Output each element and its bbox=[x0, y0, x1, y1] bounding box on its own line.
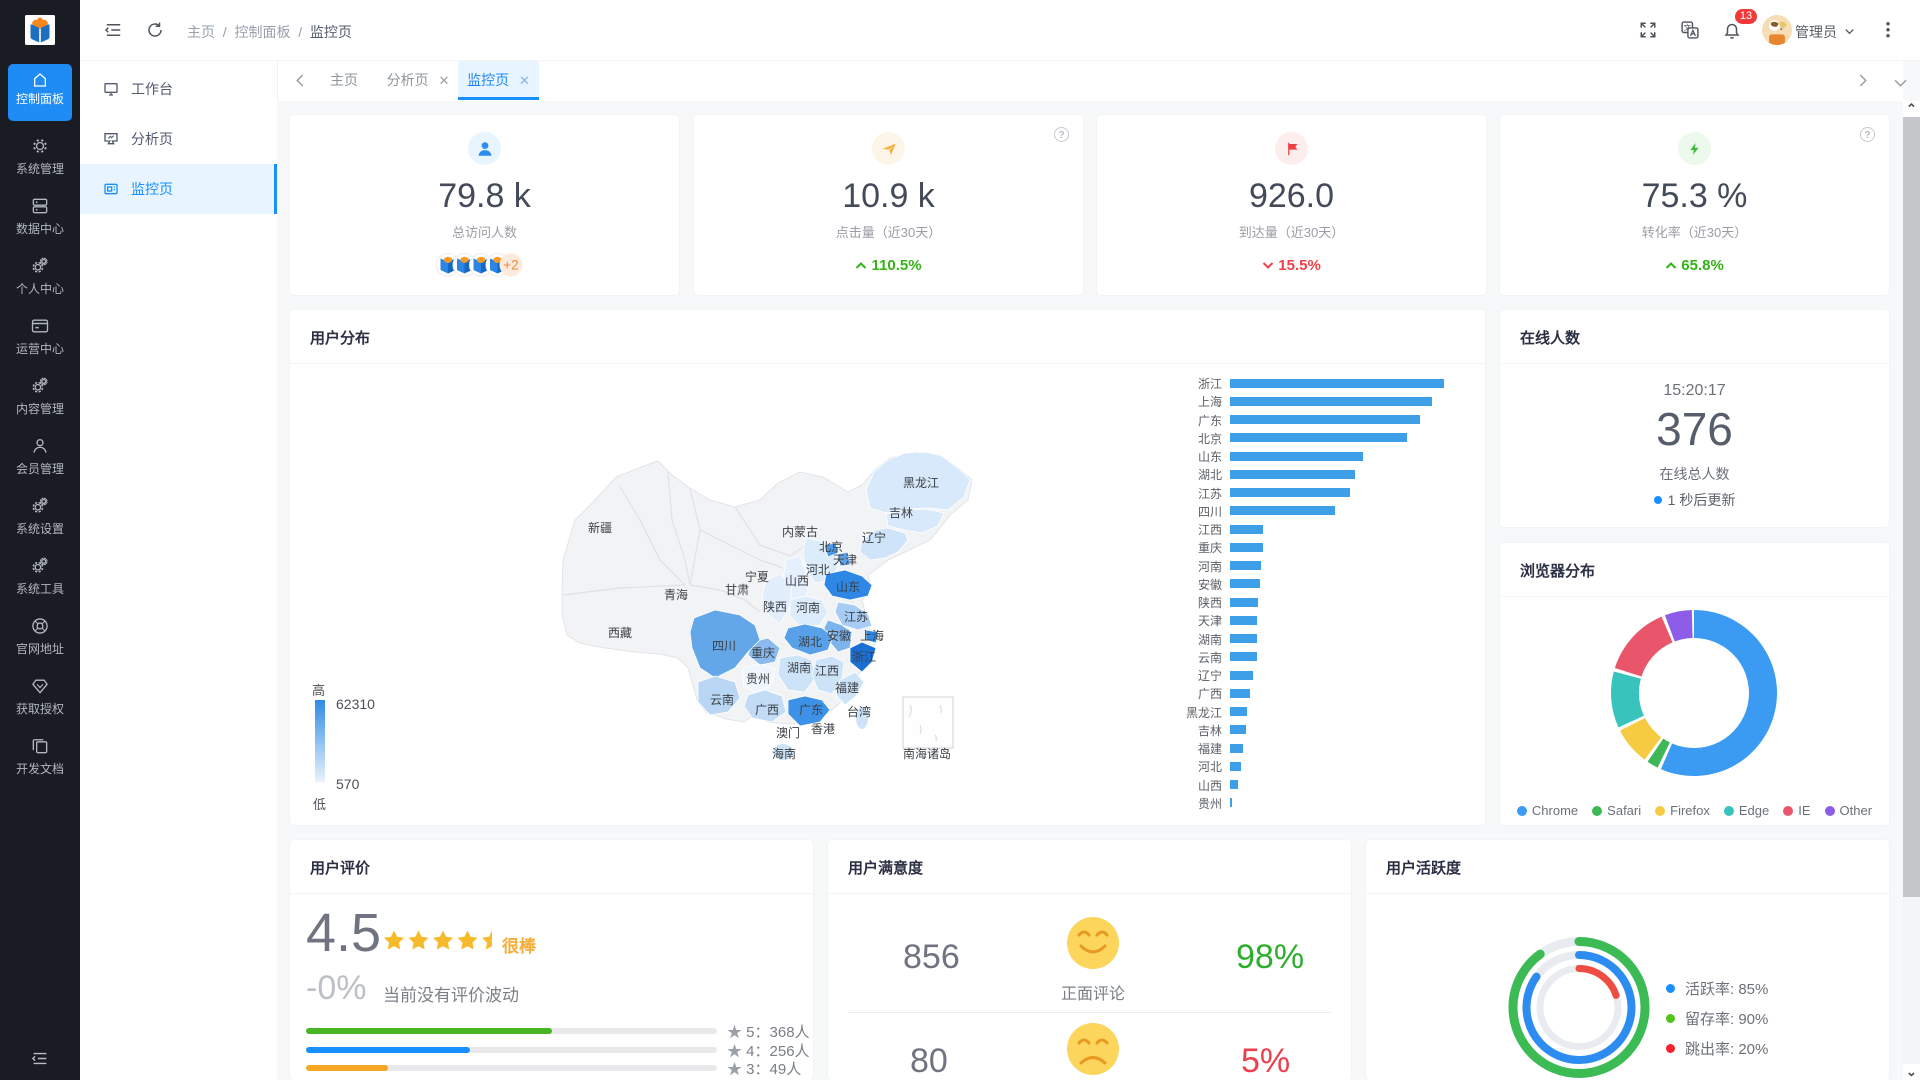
svg-text:河北: 河北 bbox=[806, 563, 830, 577]
svg-text:贵州: 贵州 bbox=[746, 672, 770, 686]
svg-text:辽宁: 辽宁 bbox=[862, 530, 886, 545]
svg-text:山东: 山东 bbox=[836, 580, 860, 594]
svg-text:吉林: 吉林 bbox=[889, 506, 913, 520]
svg-text:澳门: 澳门 bbox=[776, 725, 800, 740]
svg-text:内蒙古: 内蒙古 bbox=[782, 524, 818, 539]
svg-text:台湾: 台湾 bbox=[847, 704, 871, 719]
svg-text:宁夏: 宁夏 bbox=[745, 569, 769, 584]
svg-text:上海: 上海 bbox=[860, 628, 884, 643]
svg-text:香港: 香港 bbox=[811, 722, 835, 736]
svg-text:甘肃: 甘肃 bbox=[725, 583, 749, 597]
svg-text:陕西: 陕西 bbox=[763, 599, 787, 614]
svg-text:浙江: 浙江 bbox=[852, 650, 876, 664]
svg-text:四川: 四川 bbox=[712, 639, 736, 653]
svg-text:青海: 青海 bbox=[664, 587, 688, 602]
svg-text:重庆: 重庆 bbox=[751, 646, 775, 660]
svg-text:河南: 河南 bbox=[796, 600, 820, 615]
svg-text:北京: 北京 bbox=[819, 540, 843, 554]
svg-text:南海诸岛: 南海诸岛 bbox=[903, 746, 951, 761]
svg-text:天津: 天津 bbox=[833, 553, 857, 567]
svg-text:海南: 海南 bbox=[772, 746, 796, 761]
svg-text:湖南: 湖南 bbox=[787, 660, 811, 675]
svg-text:新疆: 新疆 bbox=[588, 520, 612, 535]
svg-text:福建: 福建 bbox=[835, 680, 859, 695]
svg-text:黑龙江: 黑龙江 bbox=[903, 476, 939, 490]
svg-text:安徽: 安徽 bbox=[827, 628, 851, 643]
svg-text:西藏: 西藏 bbox=[608, 626, 632, 640]
svg-text:文: 文 bbox=[1684, 22, 1692, 32]
svg-text:+2: +2 bbox=[503, 258, 518, 273]
svg-text:山西: 山西 bbox=[785, 574, 809, 588]
svg-text:云南: 云南 bbox=[710, 692, 734, 707]
svg-text:江苏: 江苏 bbox=[844, 610, 868, 624]
svg-text:广东: 广东 bbox=[799, 703, 823, 717]
svg-text:江西: 江西 bbox=[815, 664, 839, 678]
svg-text:湖北: 湖北 bbox=[798, 634, 822, 649]
svg-text:广西: 广西 bbox=[755, 703, 779, 717]
